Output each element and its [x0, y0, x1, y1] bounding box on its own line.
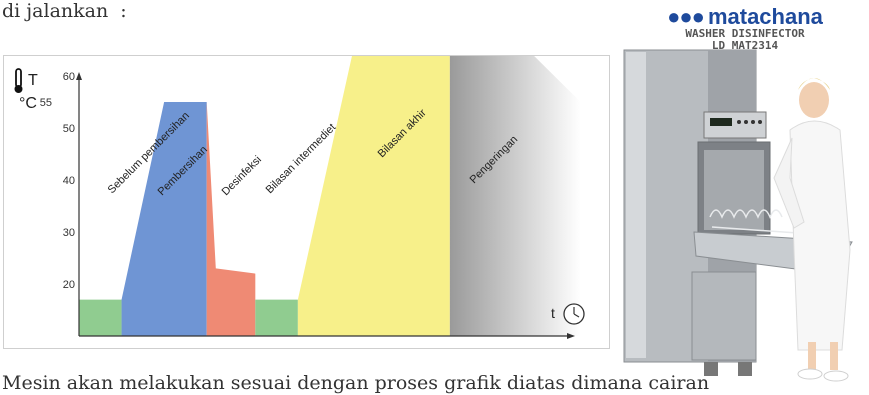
bottom-paragraph-text: Mesin akan melakukan sesuai dengan prose…: [2, 372, 710, 394]
chart-svg: 203040506070801009055 Sebelum pembersiha…: [14, 56, 585, 339]
phase-area-4: [255, 299, 298, 336]
x-axis-arrow: [567, 333, 575, 339]
washer-disinfector-photo: [612, 42, 869, 395]
brand-header: ●●● matachana WASHER DISINFECTOR LD MAT23…: [640, 6, 850, 52]
y-marker-label: 55: [40, 97, 52, 109]
phase-area-2: [121, 102, 207, 336]
y-axis-arrow: [76, 72, 82, 80]
y-tick-label: 30: [63, 227, 75, 239]
thermometer-icon: [14, 68, 23, 93]
y-tick-label: 20: [63, 279, 75, 291]
xlabel-t: t: [551, 305, 555, 321]
brand-dots-icon: ●●●: [667, 4, 705, 29]
phase-area-6: [449, 56, 581, 336]
phase-area-5: [297, 56, 450, 336]
phase-label: Desinfeksi: [220, 154, 264, 198]
ylabel-T: T: [28, 72, 38, 89]
brand-line-2: LD MAT2314: [711, 39, 779, 52]
y-tick-label: 50: [63, 123, 75, 135]
process-chart: 203040506070801009055 Sebelum pembersiha…: [3, 55, 610, 349]
brand-line-1: WASHER DISINFECTOR: [685, 27, 805, 40]
phase-area-3: [206, 102, 256, 336]
clock-icon: [563, 303, 585, 325]
phase-area-1: [79, 299, 122, 336]
ylabel-celsius: °C: [19, 95, 37, 112]
brand-name: matachana: [707, 4, 823, 29]
brand-logo: ●●● matachana: [640, 6, 850, 28]
y-tick-label: 60: [63, 71, 75, 83]
y-tick-label: 40: [63, 175, 75, 187]
intro-text: di jalankan :: [2, 0, 127, 22]
nurse-figure-icon: [773, 78, 851, 382]
